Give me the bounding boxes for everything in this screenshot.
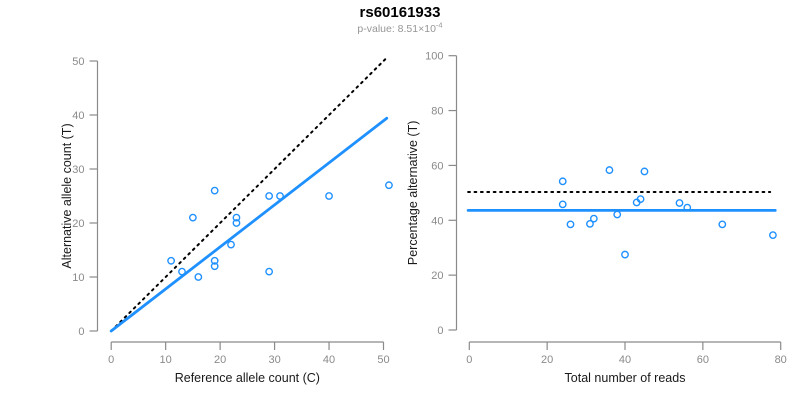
data-point	[210, 262, 219, 271]
data-point	[683, 203, 692, 212]
data-point	[232, 219, 241, 227]
y-tick-label: 100	[425, 51, 443, 63]
data-point	[640, 167, 649, 176]
x-axis-title: Total number of reads	[565, 371, 686, 385]
y-tick-label: 40	[431, 215, 443, 227]
y-tick-label: 50	[72, 56, 84, 68]
y-tick-label: 20	[431, 270, 443, 282]
y-tick-label: 40	[72, 110, 84, 122]
data-point	[194, 273, 203, 281]
x-tick-label: 10	[160, 354, 172, 366]
p-value-exponent: -4	[435, 20, 443, 30]
data-point	[718, 220, 727, 229]
data-point	[210, 186, 219, 195]
data-point	[675, 199, 684, 207]
y-tick-label: 0	[437, 325, 443, 337]
p-value-text: p-value: 8.51×10	[357, 23, 436, 35]
left-plot: 0 10 20 30 40 50 0 10 20 30 40 50 Alternative allele…	[60, 56, 393, 385]
data-point	[178, 267, 186, 276]
y-tick-label: 60	[431, 160, 443, 172]
x-axis-title: Reference allele count (C)	[175, 371, 320, 385]
fit-line	[109, 116, 389, 333]
x-tick-label: 0	[466, 354, 472, 366]
x-tick-label: 60	[697, 354, 709, 366]
right-plot: 0 20 40 60 80 100 0 20 40 60 80 Percentage alternat…	[406, 51, 787, 385]
data-point	[586, 219, 594, 228]
y-tick-label: 80	[431, 106, 443, 118]
data-point	[613, 210, 622, 219]
y-tick-label: 0	[78, 326, 84, 338]
y-tick-label: 30	[72, 164, 84, 176]
x-tick-label: 50	[377, 354, 389, 366]
data-point	[385, 181, 393, 190]
data-point	[621, 250, 629, 259]
data-point	[589, 214, 598, 223]
y-axis-title: Alternative allele count (T)	[60, 123, 74, 268]
data-point	[265, 267, 274, 276]
data-point	[558, 200, 567, 209]
x-tick-label: 80	[775, 354, 787, 366]
data-point	[232, 213, 241, 222]
data-point	[167, 256, 176, 265]
y-axis-title: Percentage alternative (T)	[406, 121, 420, 266]
data-point	[276, 192, 284, 200]
figure-title: rs60161933	[359, 4, 441, 21]
data-point	[769, 231, 777, 239]
data-point	[636, 195, 645, 204]
data-point	[265, 192, 274, 200]
data-point	[566, 220, 575, 229]
x-tick-label: 20	[214, 354, 226, 366]
y-tick-label: 10	[72, 272, 84, 284]
y-tick-label: 20	[72, 218, 84, 230]
x-tick-label: 20	[541, 354, 553, 366]
figure-subtitle: p-value: 8.51×10-4	[0, 20, 800, 35]
x-tick-label: 0	[108, 354, 114, 366]
data-point	[188, 213, 197, 222]
data-point	[605, 166, 614, 174]
data-point	[210, 256, 219, 265]
x-tick-label: 30	[268, 354, 280, 366]
data-point	[227, 240, 235, 249]
identity-line	[110, 56, 388, 332]
data-point	[558, 177, 567, 186]
x-tick-label: 40	[619, 354, 631, 366]
data-point	[325, 192, 333, 200]
x-tick-label: 40	[323, 354, 335, 366]
